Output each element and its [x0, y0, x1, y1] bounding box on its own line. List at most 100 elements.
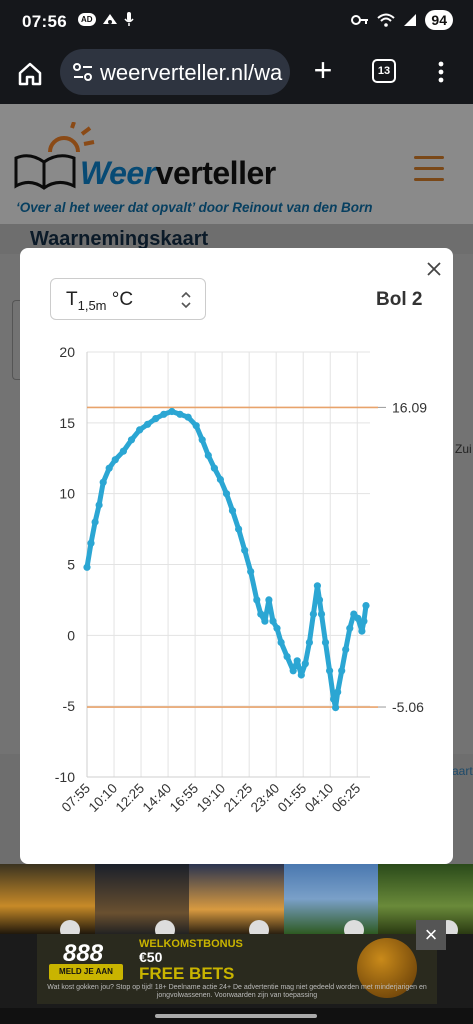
data-point	[87, 539, 95, 547]
logo-sun-icon	[48, 122, 95, 153]
status-time: 07:56	[22, 12, 67, 31]
x-tick-label: 19:10	[194, 781, 229, 816]
ad-brand: 888	[63, 940, 104, 967]
y-tick-label: 10	[59, 486, 75, 502]
data-point	[301, 660, 309, 668]
x-tick-label: 21:25	[221, 781, 256, 816]
station-name: Bol 2	[376, 289, 423, 310]
data-point	[261, 617, 269, 625]
thumbnail-city[interactable]	[94, 864, 190, 940]
data-point	[184, 413, 192, 421]
data-point	[342, 645, 350, 654]
data-point	[111, 456, 119, 464]
gesture-nav-bar	[0, 1008, 473, 1024]
data-point	[253, 596, 261, 604]
data-point	[241, 546, 249, 554]
x-tick-label: 10:10	[86, 781, 121, 816]
data-point	[334, 688, 342, 696]
ad-banner-area: 888 MELD JE AAN WELKOMSTBONUS €50 FREE B…	[0, 934, 473, 1008]
data-point	[152, 415, 160, 423]
data-point	[216, 475, 224, 484]
y-tick-label: -5	[63, 698, 76, 714]
y-tick-label: 20	[59, 344, 75, 360]
data-point	[99, 478, 107, 486]
more-menu-icon[interactable]	[434, 58, 448, 86]
status-bar: 07:56 AD 94	[0, 0, 473, 44]
x-tick-label: 16:55	[167, 781, 202, 816]
data-point	[235, 525, 243, 533]
data-point	[210, 464, 218, 472]
data-point	[269, 617, 277, 625]
x-tick-label: 12:25	[113, 781, 148, 816]
thumbnail-sunset[interactable]	[0, 864, 95, 940]
url-text[interactable]: weerverteller.nl/wa	[100, 60, 283, 85]
data-point	[168, 407, 176, 416]
ad-close-button[interactable]: ×	[416, 920, 446, 950]
hamburger-menu-icon[interactable]	[414, 156, 444, 182]
variable-select[interactable]: T1,5m °C	[50, 278, 206, 320]
y-tick-label: -10	[55, 769, 75, 785]
tab-switcher-button[interactable]: 13	[372, 59, 396, 83]
data-point	[313, 582, 321, 590]
chart-modal: T1,5m °C Bol 2 20 15 10 5 0 -5 -10 07:55 10:10 12…	[20, 248, 453, 864]
x-tick-label: 07:55	[59, 781, 94, 816]
data-point	[204, 451, 212, 459]
data-point	[321, 638, 330, 646]
data-point	[160, 410, 168, 418]
site-settings-icon[interactable]	[72, 62, 94, 82]
data-point	[362, 602, 370, 610]
site-logo[interactable]: Weerverteller	[80, 155, 276, 192]
data-point	[309, 610, 317, 618]
x-tick-label: 23:40	[248, 781, 283, 816]
data-point	[332, 704, 340, 712]
ad-bonus-label: WELKOMSTBONUS	[139, 938, 243, 950]
new-tab-button[interactable]: +	[313, 52, 333, 88]
home-icon[interactable]	[14, 58, 46, 90]
reference-label: -5.06	[392, 699, 424, 715]
data-point	[338, 667, 346, 675]
data-point	[136, 426, 144, 434]
close-icon[interactable]	[423, 258, 445, 280]
site-tagline: ‘Over al het weer dat opvalt’ door Reino…	[16, 200, 373, 215]
wifi-icon	[377, 13, 396, 27]
thumbnail-dusk[interactable]	[189, 864, 284, 940]
battery-indicator: 94	[425, 10, 453, 30]
data-point	[317, 610, 326, 618]
data-point	[315, 596, 324, 604]
data-point	[176, 410, 184, 418]
address-bar[interactable]: weerverteller.nl/wa	[60, 49, 290, 95]
map-zoom-control[interactable]	[12, 300, 22, 380]
ad-banner[interactable]: 888 MELD JE AAN WELKOMSTBONUS €50 FREE B…	[37, 934, 437, 1004]
ad-chip-icon: AD	[78, 12, 96, 26]
ad-cta-button[interactable]: MELD JE AAN	[49, 964, 123, 980]
logo-weer: Weer	[80, 155, 156, 191]
mic-icon	[123, 12, 134, 26]
x-tick-label: 04:10	[302, 781, 337, 816]
data-point	[277, 638, 285, 646]
gesture-handle[interactable]	[155, 1014, 317, 1018]
thumbnail-field[interactable]	[283, 864, 379, 940]
data-point	[265, 596, 273, 604]
chevron-updown-icon	[181, 291, 191, 309]
variable-select-value: T1,5m °C	[66, 289, 134, 313]
reference-label: 16.09	[392, 399, 427, 415]
x-tick-label: 01:55	[275, 781, 310, 816]
data-point	[198, 436, 206, 444]
data-point	[257, 610, 265, 618]
data-point	[95, 501, 103, 509]
status-left-icons: AD	[78, 12, 134, 26]
thumbnail-strip	[0, 864, 473, 940]
y-tick-label: 0	[67, 627, 75, 643]
data-point	[83, 563, 91, 571]
site-header: Weerverteller ‘Over al het weer dat opva…	[0, 104, 473, 224]
data-point	[289, 667, 297, 675]
ad-headline: FREE BETS	[139, 964, 235, 983]
data-point	[228, 507, 237, 515]
data-point	[305, 638, 313, 646]
data-point	[91, 518, 99, 526]
temperature-chart: 20 15 10 5 0 -5 -1007:5510:1012:2514:4016:5519…	[55, 344, 427, 816]
data-point	[330, 695, 338, 703]
map-place-label: Zui	[455, 442, 472, 456]
browser-toolbar: weerverteller.nl/wa + 13	[0, 44, 473, 104]
signal-icon	[404, 14, 417, 26]
